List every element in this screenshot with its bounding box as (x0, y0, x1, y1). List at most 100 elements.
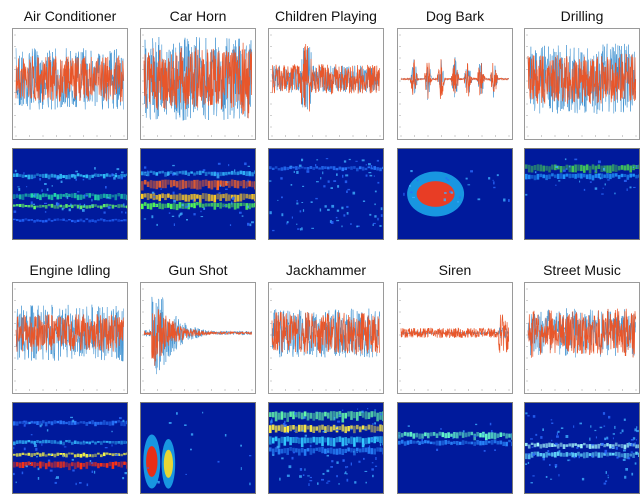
spectrogram-energy-speck (558, 180, 561, 182)
spectrogram-energy-speck (218, 192, 221, 194)
spectrogram-energy-cell (551, 164, 554, 170)
spectrogram-energy-speck (82, 209, 85, 212)
spectrogram-energy-speck (309, 476, 312, 479)
spectrogram-energy-cell (100, 454, 103, 458)
spectrogram-energy-cell (236, 202, 240, 209)
spectrogram-energy-cell (274, 447, 278, 453)
spectrogram-energy-cell (59, 453, 62, 455)
spectrogram-energy-speck (346, 212, 349, 215)
waveform-channel-primary (400, 314, 510, 353)
spectrogram-energy-cell (105, 203, 109, 208)
spectrogram-energy-cell (181, 194, 185, 201)
spectrogram-energy-speck (604, 183, 606, 186)
spectrogram-energy-cell (97, 421, 100, 425)
spectrogram-energy-speck (407, 425, 410, 427)
spectrogram-energy-cell (591, 452, 595, 458)
spectrogram-energy-cell (600, 452, 603, 458)
spectrogram-energy-speck (324, 205, 327, 208)
spectrogram-energy-cell (53, 205, 57, 209)
spectrogram-energy-cell (321, 412, 324, 421)
spectrogram-energy-speck (304, 468, 306, 471)
spectrogram-energy-speck (353, 451, 355, 453)
spectrogram-energy-speck (286, 222, 288, 225)
spectrogram-energy-cell (18, 440, 22, 444)
spectrogram-energy-cell (42, 452, 45, 457)
spectrogram-energy-cell (114, 194, 118, 201)
spectrogram-energy-cell (56, 420, 60, 424)
spectrogram-energy-speck (249, 223, 252, 227)
spectrogram-energy-cell (143, 193, 147, 198)
spectrogram-energy-cell (606, 165, 609, 173)
spectrogram-energy-cell (559, 173, 563, 179)
spectrogram-energy-speck (551, 422, 554, 424)
spectrogram-energy-speck (216, 175, 220, 179)
spectrogram-energy-cell (248, 171, 251, 176)
spectrogram-energy-cell (329, 447, 333, 454)
spectrogram-energy-cell (382, 166, 383, 170)
spectrogram-energy-speck (330, 466, 333, 468)
spectrogram-energy-speck (219, 184, 221, 187)
waveform-channel-primary (143, 42, 253, 119)
spectrogram-energy-cell (591, 444, 595, 449)
spectrogram-energy-cell (21, 452, 25, 455)
spectrogram-energy-speck (281, 196, 283, 199)
spectrogram-energy-cell (603, 444, 606, 448)
spectrogram-energy-speck (623, 179, 627, 182)
spectrogram-energy-cell (21, 203, 25, 208)
spectrogram-energy-cell (435, 440, 439, 446)
spectrogram-energy-speck (567, 459, 570, 462)
spectrogram-energy-cell (47, 421, 51, 424)
spectrogram-energy-speck (63, 446, 67, 448)
spectrogram-energy-cell (473, 433, 476, 441)
spectrogram-energy-cell (82, 452, 86, 457)
spectrogram-energy-speck (310, 201, 313, 203)
spectrogram-energy-speck (377, 217, 379, 221)
spectrogram-energy-cell (574, 173, 577, 179)
spectrogram-energy-cell (329, 166, 333, 169)
spectrogram-energy-speck (326, 469, 330, 473)
spectrogram-energy-cell (105, 194, 109, 199)
spectrogram-energy-speck (77, 191, 80, 193)
spectrogram-energy-cell (635, 174, 638, 179)
spectrogram-energy-cell (65, 462, 68, 468)
spectrogram-energy-cell (638, 452, 639, 457)
spectrogram-energy-cell (614, 442, 618, 447)
spectrogram-energy-cell (39, 421, 42, 426)
spectrogram-energy-cell (76, 204, 80, 209)
spectrogram-energy-cell (424, 432, 427, 437)
spectrogram-energy-speck (354, 481, 357, 484)
spectrogram-energy-cell (13, 461, 16, 468)
spectrogram-energy-cell (33, 174, 36, 179)
spectrogram-energy-cell (353, 425, 356, 434)
spectrogram-energy-cell (280, 424, 284, 432)
spectrogram-energy-cell (277, 448, 281, 455)
spectrogram-energy-speck (365, 481, 367, 484)
spectrogram-energy-speck (249, 455, 252, 457)
spectrogram-energy-cell (62, 420, 65, 425)
spectrogram-energy-cell (511, 433, 512, 440)
spectrogram-energy-speck (599, 177, 602, 180)
spectrogram-energy-cell (332, 166, 336, 171)
spectrogram-energy-cell (79, 194, 83, 200)
spectrogram-energy-cell (199, 194, 202, 203)
spectrogram-energy-speck (57, 204, 59, 207)
spectrogram-energy-speck (355, 160, 358, 162)
spectrogram-energy-speck (184, 424, 187, 426)
spectrogram-energy-cell (59, 440, 62, 445)
spectrogram-energy-cell (111, 420, 115, 426)
spectrogram-energy-cell (172, 203, 176, 210)
spectrogram-energy-cell (361, 425, 365, 430)
spectrogram-energy-cell (117, 441, 120, 444)
spectrogram-energy-cell (196, 194, 199, 199)
spectrogram-energy-cell (409, 439, 413, 444)
spectrogram-energy-speck (482, 433, 484, 436)
spectrogram-energy-cell (30, 193, 33, 198)
spectrogram-energy-speck (578, 455, 580, 457)
spectrogram-energy-speck (380, 214, 383, 217)
spectrogram-energy-speck (302, 474, 305, 476)
spectrogram-energy-speck (379, 225, 382, 227)
spectrogram-energy-speck (49, 469, 53, 472)
spectrogram-energy-cell (68, 219, 71, 221)
spectrogram-energy-speck (380, 413, 383, 416)
